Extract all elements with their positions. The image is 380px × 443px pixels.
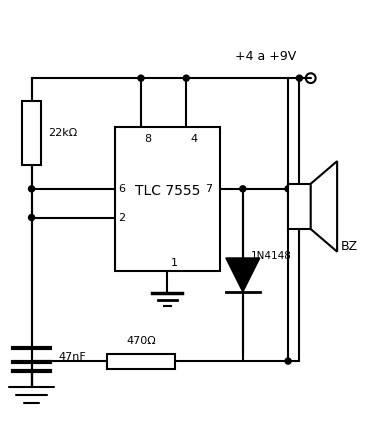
Text: 47nF: 47nF bbox=[58, 352, 86, 362]
Bar bbox=[288, 184, 311, 229]
Text: 6: 6 bbox=[118, 184, 125, 194]
Circle shape bbox=[183, 75, 189, 81]
Text: 22kΩ: 22kΩ bbox=[49, 128, 78, 138]
Circle shape bbox=[138, 75, 144, 81]
Text: +4 a +9V: +4 a +9V bbox=[235, 50, 296, 63]
Circle shape bbox=[28, 214, 35, 221]
Circle shape bbox=[285, 186, 291, 192]
Circle shape bbox=[28, 186, 35, 192]
Circle shape bbox=[240, 186, 246, 192]
Text: BZ: BZ bbox=[341, 241, 358, 253]
Polygon shape bbox=[226, 258, 260, 292]
Bar bbox=[107, 354, 175, 369]
Polygon shape bbox=[311, 161, 337, 252]
Text: TLC 7555: TLC 7555 bbox=[135, 184, 200, 198]
Bar bbox=[22, 101, 41, 165]
Text: 8: 8 bbox=[145, 133, 152, 144]
Circle shape bbox=[296, 75, 302, 81]
Text: 2: 2 bbox=[118, 213, 125, 222]
Text: 1: 1 bbox=[171, 258, 178, 268]
Text: 1N4148: 1N4148 bbox=[250, 251, 291, 261]
Bar bbox=[114, 127, 220, 271]
Text: 7: 7 bbox=[206, 184, 213, 194]
Text: 4: 4 bbox=[190, 133, 197, 144]
Text: 470Ω: 470Ω bbox=[126, 336, 156, 346]
Circle shape bbox=[285, 358, 291, 364]
